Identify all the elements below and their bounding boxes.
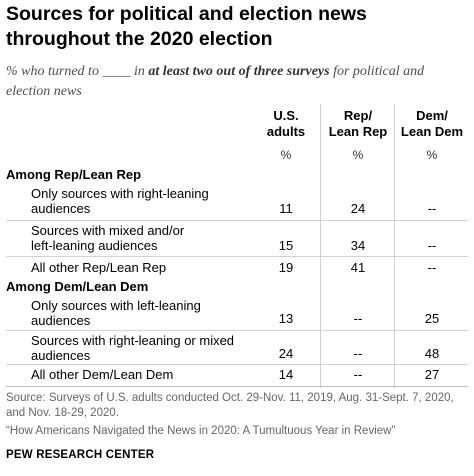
table-cell: -- xyxy=(353,311,363,326)
chart-subtitle: % who turned to ____ in at least two out… xyxy=(6,62,468,102)
brand-logo-text: PEW RESEARCH CENTER xyxy=(6,449,155,461)
column-header-line: adults xyxy=(266,124,306,139)
table-cell: -- xyxy=(353,367,363,382)
subtitle-emphasis: at least two out of three surveys xyxy=(148,64,330,79)
group-label-dem: Among Dem/Lean Dem xyxy=(6,279,149,294)
row-label-line: Sources with mixed and/or xyxy=(31,223,185,238)
row-label: Only sources with left-leaning audiences xyxy=(31,298,261,328)
row-label-line: Sources with right-leaning or mixed xyxy=(31,333,235,348)
column-header-line: Dem/ xyxy=(416,108,448,123)
table-cell: 15 xyxy=(278,238,294,253)
table-cell: 27 xyxy=(424,367,440,382)
subtitle-lead: % who turned to ____ in xyxy=(6,64,149,79)
table-cell: 19 xyxy=(278,260,294,275)
table-cell: 24 xyxy=(278,346,294,361)
row-divider xyxy=(6,220,468,221)
subtitle-tail: for political and election news xyxy=(6,64,425,99)
column-header-line: U.S. xyxy=(273,108,299,123)
column-divider xyxy=(394,104,395,388)
row-label-line: audiences xyxy=(31,313,91,328)
column-header-rep: Rep/ Lean Rep xyxy=(322,108,394,140)
source-note: Source: Surveys of U.S. adults conducted… xyxy=(6,392,454,419)
column-header-dem: Dem/ Lean Dem xyxy=(396,108,468,140)
row-label-line: All other Rep/Lean Rep xyxy=(31,260,167,275)
row-label: All other Rep/Lean Rep xyxy=(31,260,261,275)
table-cell: 41 xyxy=(350,260,366,275)
table-cell: 13 xyxy=(278,311,294,326)
row-label-line: Only sources with right-leaning xyxy=(31,186,209,201)
row-label-line: audiences xyxy=(31,201,91,216)
table-bottom-rule xyxy=(6,386,468,387)
table-cell: -- xyxy=(353,346,363,361)
row-divider xyxy=(6,256,468,257)
table-cell: 48 xyxy=(424,346,440,361)
row-label: All other Dem/Lean Dem xyxy=(31,367,261,382)
table-cell: 11 xyxy=(279,201,293,216)
row-label-line: All other Dem/Lean Dem xyxy=(31,367,174,382)
table-cell: 14 xyxy=(278,367,294,382)
table-cell: -- xyxy=(427,201,437,216)
group-label-rep: Among Rep/Lean Rep xyxy=(6,167,142,182)
column-header-line: Lean Dem xyxy=(400,124,464,139)
table-cell: 24 xyxy=(350,201,366,216)
table-cell: 34 xyxy=(350,238,366,253)
table-cell: 25 xyxy=(424,311,440,326)
row-divider xyxy=(6,364,468,365)
row-label-line: Only sources with left-leaning xyxy=(31,298,201,313)
row-label: Sources with right-leaning or mixed audi… xyxy=(31,333,261,363)
column-header-line: Lean Rep xyxy=(328,124,388,139)
unit-label: % xyxy=(352,148,364,162)
table-cell: -- xyxy=(427,260,437,275)
row-label: Only sources with right-leaning audience… xyxy=(31,186,261,216)
unit-label: % xyxy=(280,148,292,162)
row-divider xyxy=(6,330,468,331)
row-label-line: audiences xyxy=(31,348,91,363)
chart-title: Sources for political and election news … xyxy=(6,3,367,50)
row-label: Sources with mixed and/or left-leaning a… xyxy=(31,223,261,253)
column-header-line: Rep/ xyxy=(343,108,373,123)
row-label-line: left-leaning audiences xyxy=(31,238,158,253)
report-title-note: “How Americans Navigated the News in 202… xyxy=(6,425,396,437)
unit-label: % xyxy=(426,148,438,162)
table-cell: -- xyxy=(427,238,437,253)
column-divider xyxy=(320,104,321,388)
column-header-us-adults: U.S. adults xyxy=(256,108,316,140)
